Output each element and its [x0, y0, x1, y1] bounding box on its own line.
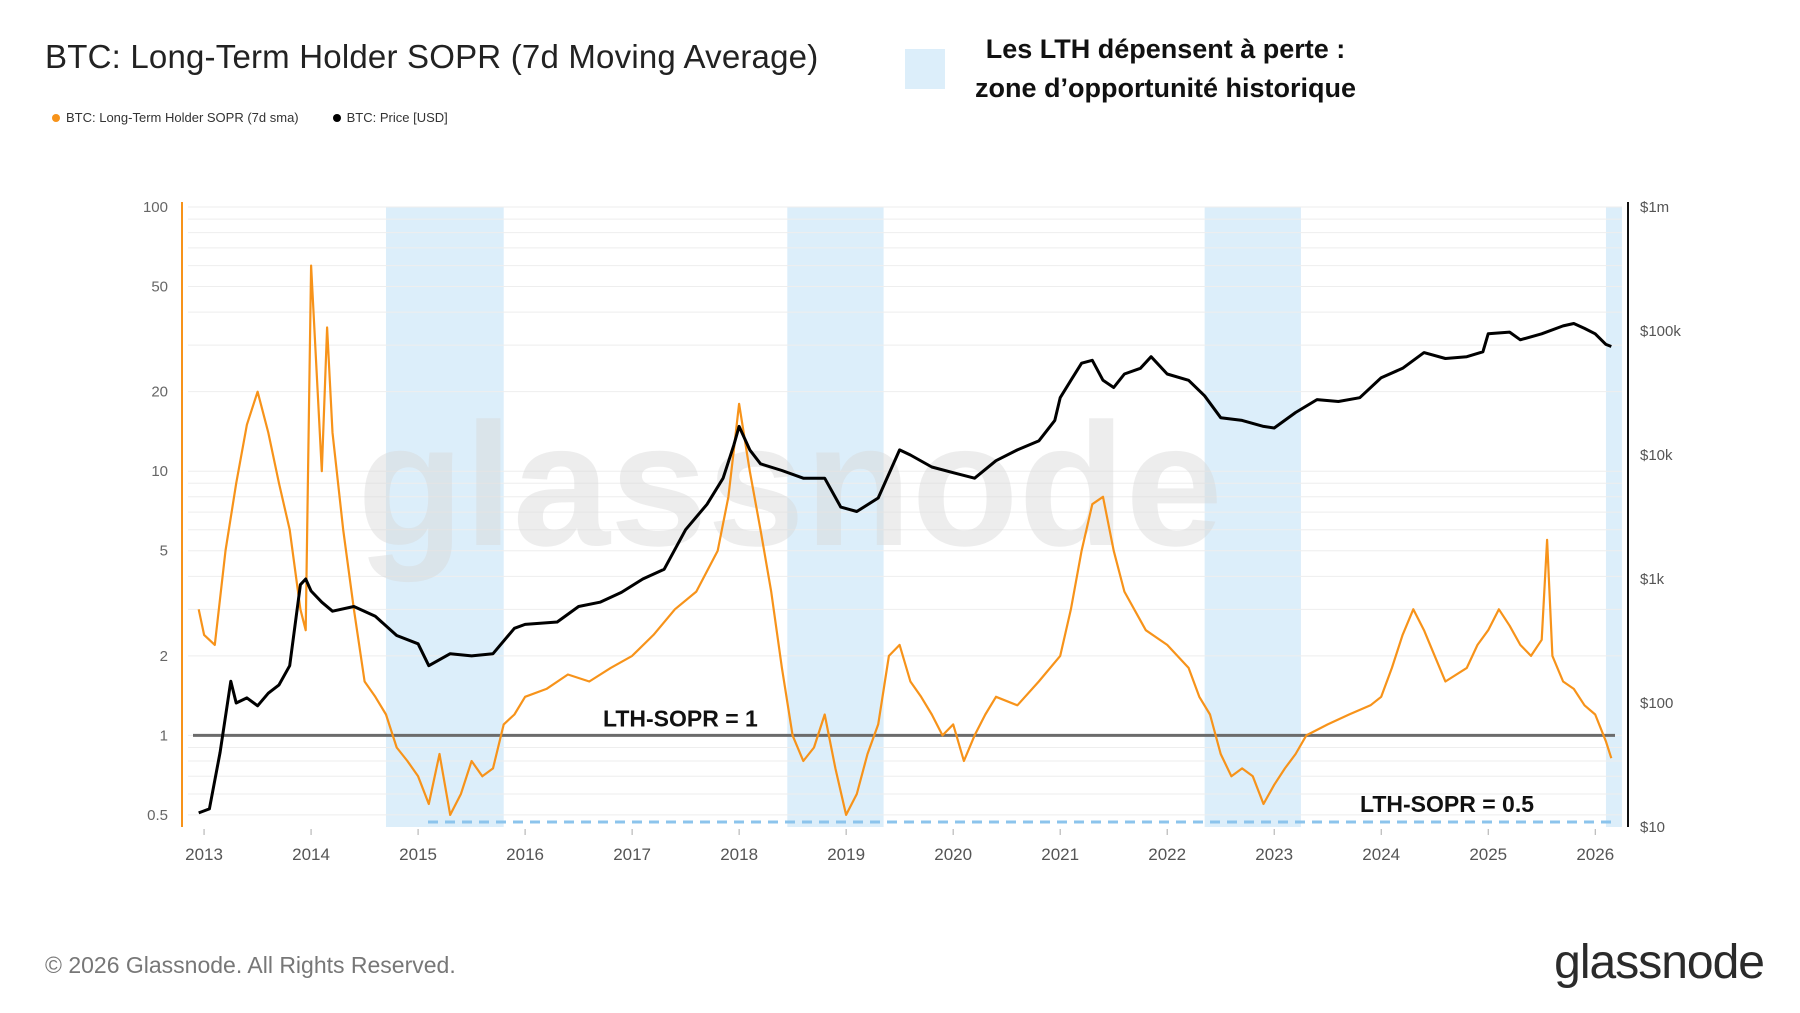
x-tick-label: 2026	[1576, 845, 1614, 864]
y-right-tick-label: $1m	[1640, 199, 1669, 216]
callout-line-2: zone d’opportunité historique	[975, 73, 1356, 103]
loss-zone-1	[385, 207, 504, 827]
legend: BTC: Long-Term Holder SOPR (7d sma) BTC:…	[52, 110, 448, 125]
x-tick-label: 2025	[1469, 845, 1507, 864]
brand-logo: glassnode	[1554, 936, 1765, 989]
x-tick-label: 2021	[1041, 845, 1079, 864]
y-right-tick-label: $10k	[1640, 447, 1673, 464]
copyright-text: © 2026 Glassnode. All Rights Reserved.	[45, 952, 456, 978]
chart-title: BTC: Long-Term Holder SOPR (7d Moving Av…	[45, 38, 819, 75]
x-tick-label: 2018	[720, 845, 758, 864]
legend-dot-price	[332, 113, 341, 122]
series-line-sopr	[197, 264, 1613, 816]
legend-label-price: BTC: Price [USD]	[346, 110, 448, 125]
legend-dot-sopr	[52, 113, 60, 122]
x-tick-label: 2020	[934, 845, 972, 864]
y-left-tick-label: 2	[160, 648, 168, 665]
x-tick-label: 2019	[827, 845, 865, 864]
x-tick-label: 2017	[613, 845, 651, 864]
x-tick-label: 2023	[1255, 845, 1293, 864]
y-left-tick-label: 10	[151, 463, 168, 480]
y-left-tick-label: 0.5	[147, 807, 168, 824]
callout-line-1: Les LTH dépensent à perte :	[985, 34, 1346, 64]
y-right-tick-label: $1k	[1640, 571, 1665, 588]
y-left-tick-label: 100	[143, 199, 168, 216]
loss-zone-4	[1605, 207, 1622, 827]
y-left-tick-label: 20	[151, 384, 168, 401]
x-tick-label: 2013	[185, 845, 223, 864]
loss-zone-2	[787, 207, 884, 827]
legend-item-sopr[interactable]: BTC: Long-Term Holder SOPR (7d sma)	[52, 110, 299, 125]
x-tick-label: 2014	[292, 845, 330, 864]
x-tick-label: 2015	[399, 845, 437, 864]
annotation-label-sopr-1: LTH-SOPR = 1	[603, 705, 758, 731]
y-left-tick-label: 5	[160, 543, 168, 560]
watermark-text: glassnode	[357, 388, 1223, 583]
y-right-tick-label: $100	[1640, 695, 1673, 712]
x-tick-label: 2024	[1362, 845, 1400, 864]
series-line-price	[198, 322, 1612, 815]
callout-text: Les LTH dépensent à perte : zone d’oppor…	[963, 30, 1368, 108]
y-right-tick-label: $10	[1640, 819, 1665, 836]
annotation-label-sopr-0-5: LTH-SOPR = 0.5	[1360, 791, 1534, 817]
loss-zone-3	[1204, 207, 1301, 827]
legend-item-price[interactable]: BTC: Price [USD]	[332, 110, 448, 125]
x-tick-label: 2016	[506, 845, 544, 864]
y-left-tick-label: 50	[151, 279, 168, 296]
y-right-tick-label: $100k	[1640, 323, 1681, 340]
y-left-tick-label: 1	[160, 727, 168, 744]
loss-zone-swatch	[905, 49, 945, 89]
x-tick-label: 2022	[1148, 845, 1186, 864]
legend-label-sopr: BTC: Long-Term Holder SOPR (7d sma)	[66, 110, 299, 125]
loss-zone-callout: Les LTH dépensent à perte : zone d’oppor…	[905, 30, 1368, 108]
